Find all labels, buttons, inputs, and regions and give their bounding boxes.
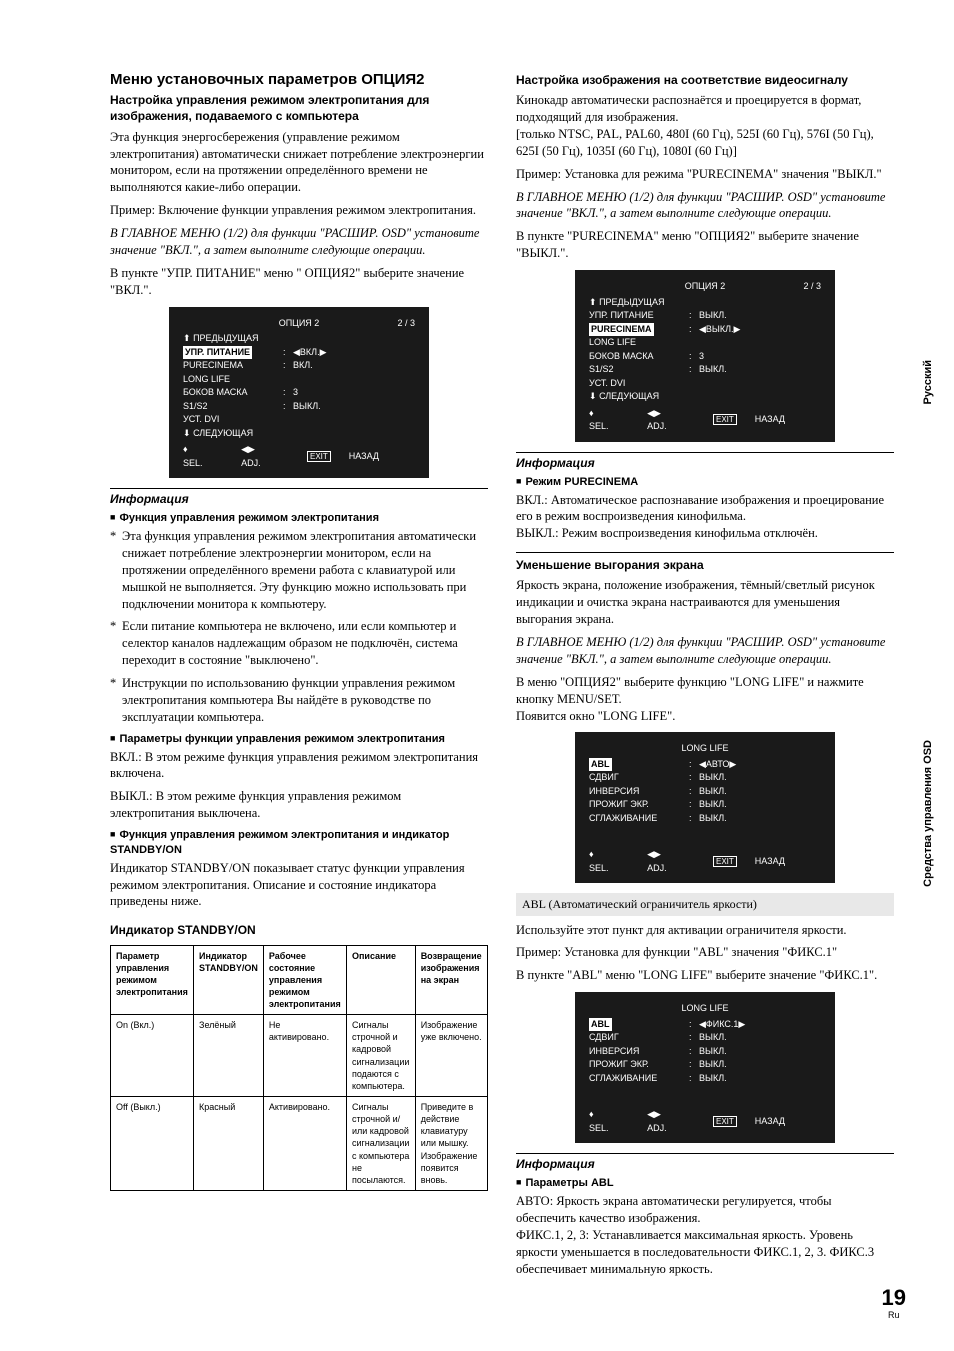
osd4-back: НАЗАД [755,1116,785,1126]
left-p5: ВКЛ.: В этом режиме функция управления р… [110,749,488,783]
left-b1: Функция управления режимом электропитани… [110,511,488,526]
right-column: Настройка изображения на соответствие ви… [516,70,894,1284]
right-p14: В пункте "ABL" меню "LONG LIFE" выберите… [516,967,894,984]
left-p3: В ГЛАВНОЕ МЕНЮ (1/2) для функции "РАСШИР… [110,225,488,259]
left-p6: ВЫКЛ.: В этом режиме функция управления … [110,788,488,822]
osd2-adj: ADJ. [647,421,667,431]
osd-panel-4: LONG LIFE ABL:◀ФИКС.1▶СДВИГ:ВЫКЛ.ИНВЕРСИ… [575,992,835,1143]
right-p15: АВТО: Яркость экрана автоматически регул… [516,1193,894,1227]
osd4-sel: SEL. [589,1123,609,1133]
right-info2-heading: Информация [516,1153,894,1172]
osd3-back: НАЗАД [755,856,785,866]
right-p8: Яркость экрана, положение изображения, т… [516,577,894,628]
left-p4: В пункте "УПР. ПИТАНИЕ" меню " ОПЦИЯ2" в… [110,265,488,299]
osd2-back: НАЗАД [755,414,785,424]
right-p12: Используйте этот пункт для активации огр… [516,922,894,939]
left-column: Меню установочных параметров ОПЦИЯ2 Наст… [110,70,488,1284]
right-h2: Настройка изображения на соответствие ви… [516,72,894,88]
osd2-prev: ПРЕДЫДУЩАЯ [599,297,664,307]
left-table-title: Индикатор STANDBY/ON [110,922,488,938]
right-b2: Параметры ABL [516,1176,894,1191]
osd-panel-1: ОПЦИЯ 22 / 3 ⬆ ПРЕДЫДУЩАЯ УПР. ПИТАНИЕ:◀… [169,307,429,479]
right-p10: В меню "ОПЦИЯ2" выберите функцию "LONG L… [516,674,894,708]
right-p7: ВЫКЛ.: Режим воспроизведения кинофильма … [516,525,894,542]
left-li3: Инструкции по использованию функции упра… [122,675,488,726]
right-p4: В ГЛАВНОЕ МЕНЮ (1/2) для функции "РАСШИР… [516,189,894,223]
right-p1: Кинокадр автоматически распознаётся и пр… [516,92,894,126]
right-b1: Режим PURECINEMA [516,475,894,490]
osd2-exit: EXIT [713,414,737,425]
right-p11: Появится окно "LONG LIFE". [516,708,894,725]
osd1-prev: ПРЕДЫДУЩАЯ [193,333,258,343]
osd4-title: LONG LIFE [681,1003,728,1013]
osd-panel-2: ОПЦИЯ 22 / 3 ⬆ ПРЕДЫДУЩАЯ УПР. ПИТАНИЕ:В… [575,270,835,442]
left-b2: Параметры функции управления режимом эле… [110,732,488,747]
osd2-page: 2 / 3 [803,280,821,294]
osd4-exit: EXIT [713,1116,737,1127]
standby-table: Параметр управления режимом электропитан… [110,945,488,1192]
osd2-next: СЛЕДУЮЩАЯ [599,391,659,401]
left-li1: Эта функция управления режимом электропи… [122,528,488,612]
right-p6: ВКЛ.: Автоматическое распознавание изобр… [516,492,894,526]
osd1-page: 2 / 3 [397,317,415,331]
left-p2: Пример: Включение функции управления реж… [110,202,488,219]
osd2-sel: SEL. [589,421,609,431]
gray-label: ABL (Автоматический ограничитель яркости… [516,893,894,915]
osd2-title: ОПЦИЯ 2 [685,281,726,291]
side-tab-section: Средства управления OSD [921,740,936,887]
side-tab-lang: Русский [921,360,936,404]
left-title: Меню установочных параметров ОПЦИЯ2 [110,70,488,90]
right-info-heading: Информация [516,452,894,471]
osd3-exit: EXIT [713,856,737,867]
right-p5: В пункте "PURECINEMA" меню "ОПЦИЯ2" выбе… [516,228,894,262]
left-h2: Настройка управления режимом электропита… [110,92,488,124]
osd3-sel: SEL. [589,863,609,873]
page-number: 19 Ru [882,1287,906,1321]
right-p9: В ГЛАВНОЕ МЕНЮ (1/2) для функции "РАСШИР… [516,634,894,668]
osd-panel-3: LONG LIFE ABL:◀АВТО▶СДВИГ:ВЫКЛ.ИНВЕРСИЯ:… [575,732,835,883]
osd1-sel: SEL. [183,458,203,468]
left-p1: Эта функция энергосбережения (управление… [110,129,488,197]
osd1-next: СЛЕДУЮЩАЯ [193,428,253,438]
osd1-exit: EXIT [307,451,331,462]
page-num: 19 [882,1287,906,1309]
osd1-title: ОПЦИЯ 2 [279,318,320,328]
osd1-adj: ADJ. [241,458,261,468]
osd3-title: LONG LIFE [681,743,728,753]
right-p13: Пример: Установка для функции "ABL" знач… [516,944,894,961]
right-p2: [только NTSC, PAL, PAL60, 480I (60 Гц), … [516,126,894,160]
left-b3: Функция управления режимом электропитани… [110,828,488,858]
right-h2b: Уменьшение выгорания экрана [516,552,894,573]
osd3-adj: ADJ. [647,863,667,873]
left-p7: Индикатор STANDBY/ON показывает статус ф… [110,860,488,911]
right-p3: Пример: Установка для режима "PURECINEMA… [516,166,894,183]
osd4-adj: ADJ. [647,1123,667,1133]
page-suffix: Ru [882,1309,906,1321]
osd1-back: НАЗАД [349,451,379,461]
left-info-heading: Информация [110,488,488,507]
right-p16: ФИКС.1, 2, 3: Устанавливается максимальн… [516,1227,894,1278]
left-li2: Если питание компьютера не включено, или… [122,618,488,669]
